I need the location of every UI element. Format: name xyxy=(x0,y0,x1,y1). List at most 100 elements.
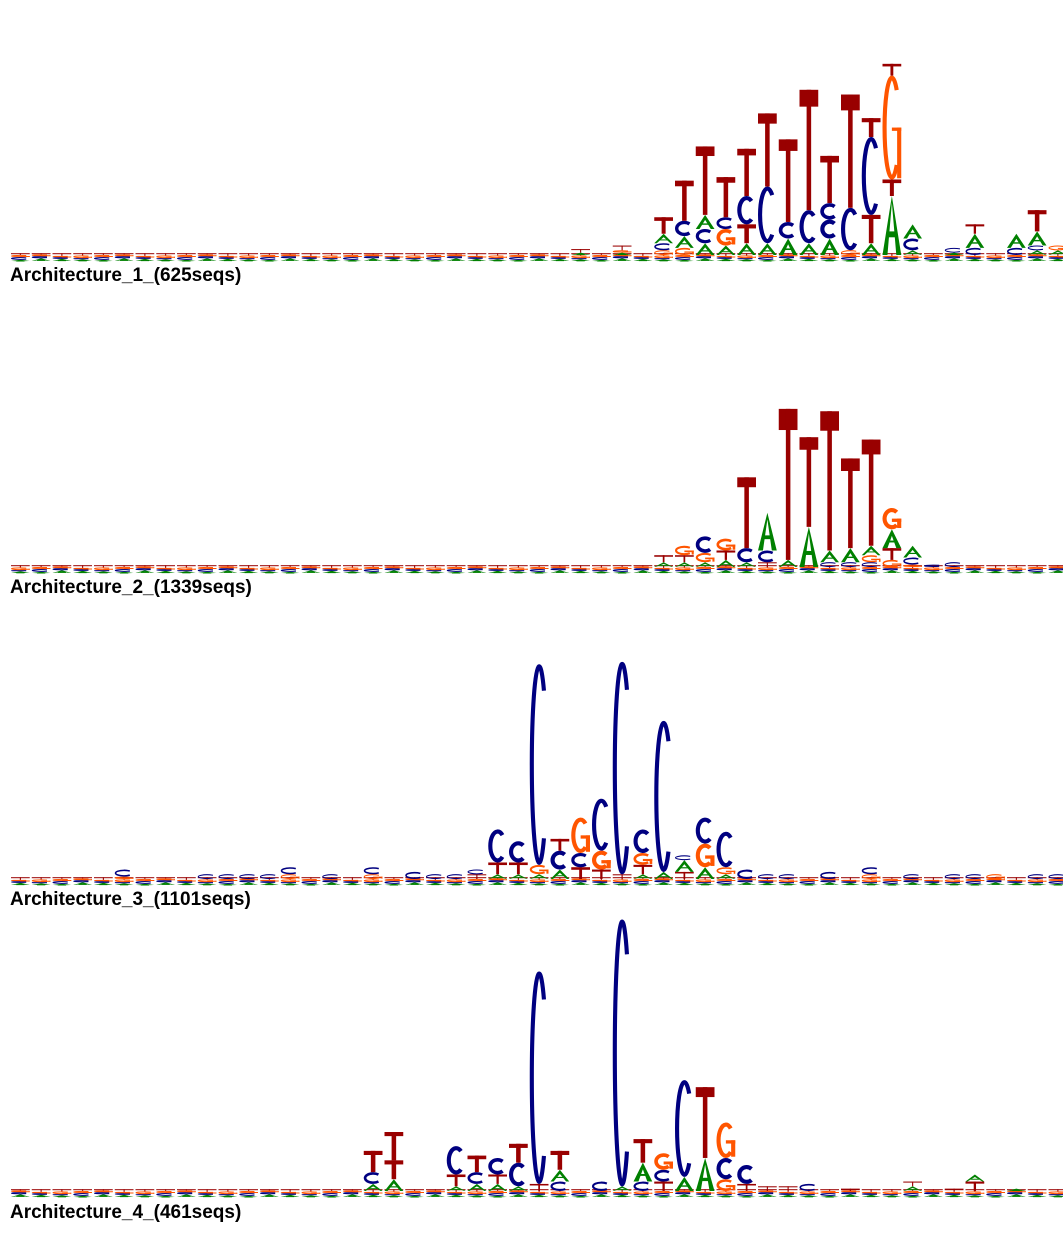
logo-background-letter xyxy=(197,566,217,570)
logo-background-letter xyxy=(301,253,321,256)
logo-background-letter xyxy=(820,1189,839,1191)
logo-background-letter xyxy=(198,1191,217,1194)
logo-letter-t xyxy=(529,1183,549,1191)
logo-background-letter xyxy=(965,566,985,569)
logo-letter-a xyxy=(799,526,819,567)
logo-background-letter xyxy=(695,254,715,257)
logo-background-letter xyxy=(446,1193,462,1195)
logo-background-letter xyxy=(447,1191,466,1194)
logo-background-letter xyxy=(841,1194,860,1197)
logo-background-letter xyxy=(197,258,217,261)
logo-letter-c xyxy=(529,664,547,865)
logo-letter-g xyxy=(716,538,736,551)
logo-letter-t xyxy=(965,1181,985,1191)
logo-background-letter xyxy=(695,1194,715,1198)
logo-background-letter xyxy=(73,570,92,574)
logo-letter-c xyxy=(654,1169,670,1182)
logo-letter-a xyxy=(509,874,528,879)
logo-letter-c xyxy=(820,871,836,879)
logo-letter-a xyxy=(654,233,673,244)
logo-letter-a xyxy=(903,1186,922,1191)
logo-background-letter xyxy=(156,878,175,881)
logo-background-letter xyxy=(965,568,981,571)
logo-background-letter xyxy=(218,570,238,573)
logo-letter-t xyxy=(363,1150,383,1173)
logo-background-letter xyxy=(239,259,258,262)
logo-letter-a xyxy=(612,252,632,256)
logo-background-letter xyxy=(135,253,155,256)
logo-background-letter xyxy=(363,1189,383,1192)
logo-letter-t xyxy=(758,562,777,567)
logo-background-letter xyxy=(944,256,961,259)
logo-letter-t xyxy=(633,1139,653,1163)
logo-background-letter xyxy=(52,878,72,882)
logo-background-letter xyxy=(135,565,155,567)
logo-letter-a xyxy=(903,545,922,558)
logo-background-letter xyxy=(820,882,839,885)
logo-background-letter xyxy=(903,1190,922,1194)
logo-background-letter xyxy=(197,1193,213,1195)
logo-background-letter xyxy=(52,570,72,573)
logo-background-letter xyxy=(467,565,487,567)
logo-background-letter xyxy=(94,254,113,258)
logo-background-letter xyxy=(924,254,943,258)
logo-letter-g xyxy=(882,559,902,567)
logo-letter-a xyxy=(550,869,570,879)
logo-letter-t xyxy=(737,224,756,244)
logo-background-letter xyxy=(840,1190,860,1193)
logo-letter-c xyxy=(467,1172,483,1184)
logo-background-letter xyxy=(612,1194,632,1198)
logo-background-letter xyxy=(280,253,300,255)
logo-letter-a xyxy=(1027,250,1047,255)
logo-background-letter xyxy=(467,1195,487,1198)
logo-background-letter xyxy=(924,567,943,571)
logo-background-letter xyxy=(654,1193,670,1196)
logo-background-letter xyxy=(11,567,30,571)
logo-background-letter xyxy=(384,257,400,259)
logo-background-letter xyxy=(529,565,549,567)
logo-letter-a xyxy=(467,1183,487,1191)
logo-background-letter xyxy=(675,257,691,260)
logo-background-letter xyxy=(778,883,798,886)
logo-background-letter xyxy=(924,1192,940,1195)
logo-background-letter xyxy=(281,1191,300,1194)
logo-background-letter xyxy=(260,567,279,571)
logo-letter-c xyxy=(633,1181,649,1191)
logo-background-letter xyxy=(52,1195,72,1198)
logo-background-letter xyxy=(758,1194,777,1197)
logo-background-letter xyxy=(612,883,632,886)
logo-background-letter xyxy=(260,254,279,258)
logo-panel-3: Architecture_3_(1101seqs) xyxy=(10,661,1063,910)
logo-background-letter xyxy=(529,254,549,257)
logo-letter-c xyxy=(197,874,214,879)
logo-background-letter xyxy=(757,1190,777,1193)
logo-background-letter xyxy=(882,570,902,573)
logo-background-letter xyxy=(986,1190,1005,1194)
logo-background-letter xyxy=(529,1194,549,1198)
logo-background-letter xyxy=(1048,877,1063,879)
logo-background-letter xyxy=(488,570,507,574)
logo-letter-t xyxy=(778,408,798,560)
logo-background-letter xyxy=(965,1191,985,1195)
logo-letter-a xyxy=(716,245,736,255)
logo-letter-t xyxy=(509,862,528,875)
logo-background-letter xyxy=(11,571,30,574)
logo-letter-c xyxy=(695,229,712,244)
logo-background-letter xyxy=(903,878,922,881)
logo-letter-c xyxy=(509,841,525,863)
logo-letter-t xyxy=(716,550,736,560)
logo-background-letter xyxy=(322,877,341,879)
logo-letter-c xyxy=(1027,245,1044,251)
logo-background-letter xyxy=(11,253,30,255)
logo-letter-a xyxy=(488,1183,507,1191)
logo-letter-a xyxy=(965,1174,985,1182)
logo-background-letter xyxy=(737,1193,753,1196)
logo-background-letter xyxy=(11,881,27,883)
logo-background-letter xyxy=(218,568,234,571)
logo-background-letter xyxy=(633,881,649,884)
logo-background-letter xyxy=(633,253,653,256)
logo-background-letter xyxy=(177,565,196,568)
logo-background-letter xyxy=(114,1189,134,1192)
logo-background-letter xyxy=(695,569,712,572)
logo-letter-g xyxy=(654,1153,673,1170)
